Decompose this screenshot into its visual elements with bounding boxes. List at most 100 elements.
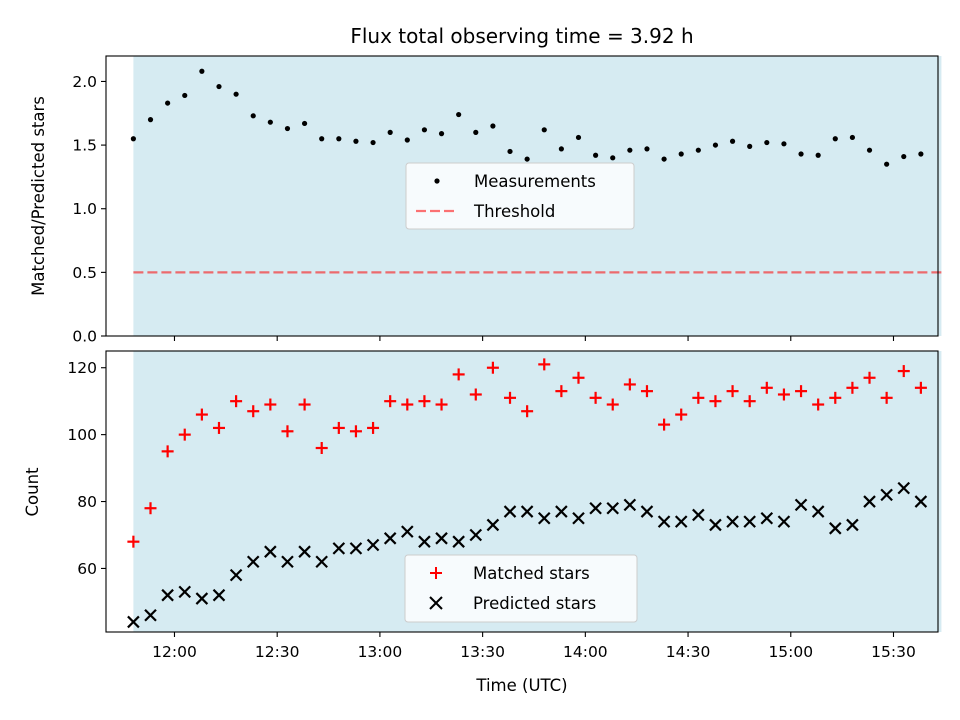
matched-star-point [846, 381, 859, 394]
predicted-star-point [674, 515, 688, 528]
measurement-point [729, 138, 736, 144]
predicted-x-stroke [674, 515, 688, 528]
matched-star-point [212, 421, 225, 434]
matched-star-point [469, 388, 482, 401]
measurement-point [558, 146, 564, 152]
matched-star-point [367, 421, 380, 434]
predicted-star-point [366, 538, 380, 552]
predicted-x-stroke [212, 588, 226, 602]
predicted-star-point [281, 555, 294, 569]
predicted-x-stroke [692, 508, 705, 522]
predicted-star-point [743, 515, 756, 528]
x-tick-label: 13:00 [358, 643, 403, 661]
top-frame [105, 55, 939, 337]
measurement-point [644, 146, 650, 152]
predicted-x-stroke [572, 511, 585, 525]
x-tick-label: 15:30 [871, 643, 916, 661]
matched-star-point [538, 358, 551, 371]
matched-star-point [812, 398, 825, 411]
matched-star-point [435, 398, 448, 411]
predicted-star-point [640, 505, 654, 518]
x-tick-label: 13:30 [460, 643, 505, 661]
predicted-x-stroke [760, 511, 774, 525]
x-axis-title: Time (UTC) [475, 676, 567, 695]
top-y-tick-label: 1.0 [72, 200, 97, 218]
predicted-star-point [332, 542, 346, 555]
matched-star-point [863, 371, 876, 384]
matched-star-point [127, 535, 140, 548]
predicted-star-point [606, 501, 620, 515]
predicted-star-point [195, 592, 209, 605]
bottom-legend-box [404, 554, 638, 623]
predicted-star-point [777, 515, 791, 528]
predicted-x-stroke [178, 585, 192, 599]
matched-star-point [504, 391, 517, 404]
predicted-x-stroke [298, 545, 311, 558]
measurement-point [507, 148, 513, 155]
measurement-point [798, 151, 804, 157]
predicted-x-stroke [537, 511, 551, 525]
predicted-star-point [349, 542, 363, 555]
predicted-x-stroke [144, 608, 157, 622]
measurement-point [593, 152, 599, 158]
predicted-x-stroke [555, 505, 568, 518]
top-y-axis: 0.0 0.5 1.0 1.5 2.0 [72, 73, 106, 346]
matched-star-point [709, 395, 722, 408]
measurement-point [901, 153, 907, 160]
top-y-tick-label: 2.0 [72, 73, 97, 91]
x-axis: 12:00 12:30 13:00 13:30 14:00 14:30 15:00 15:30 [152, 632, 916, 661]
top-y-axis-title: Matched/Predicted stars [29, 96, 48, 296]
matched-star-point [144, 502, 157, 515]
predicted-x-stroke [880, 488, 893, 502]
predicted-star-point [401, 525, 414, 538]
matched-star-point [281, 425, 294, 438]
measurement-point [233, 91, 239, 97]
predicted-star-point [692, 508, 705, 522]
predicted-x-stroke [743, 515, 756, 528]
bottom-y-tick-label: 80 [77, 493, 97, 511]
legend-predicted-label: Predicted stars [473, 594, 596, 613]
matched-star-point [418, 395, 431, 408]
matched-star-point [795, 385, 808, 398]
predicted-star-point [589, 501, 602, 515]
matched-star-point [264, 398, 277, 411]
matched-star-point [675, 408, 688, 421]
predicted-x-stroke [811, 505, 825, 518]
legend-threshold-label: Threshold [473, 202, 555, 221]
predicted-x-stroke [503, 505, 517, 518]
matched-star-point [760, 381, 773, 394]
predicted-star-point [520, 505, 534, 518]
matched-star-point [452, 368, 465, 381]
measurement-point [747, 143, 753, 149]
bottom-y-tick-label: 120 [67, 359, 97, 377]
predicted-x-stroke [486, 518, 500, 532]
predicted-star-point [846, 518, 859, 532]
matched-star-point [658, 418, 671, 431]
chart-title: Flux total observing time = 3.92 h [350, 24, 693, 48]
measurement-point [421, 127, 428, 133]
measurement-point [849, 134, 856, 141]
matched-star-point [195, 408, 208, 421]
matched-star-point [743, 395, 756, 408]
top-panel: 0.00.51.01.52.0 Matched/Predicted stars … [29, 55, 942, 346]
matched-star-point [589, 391, 602, 404]
predicted-star-point [298, 545, 311, 558]
predicted-x-stroke [349, 542, 363, 555]
measurement-point [712, 142, 719, 148]
measurement-point [541, 127, 547, 133]
predicted-star-point [914, 495, 928, 508]
matched-star-point [401, 398, 414, 411]
legend-matched-marker [430, 567, 442, 579]
matched-star-point [914, 381, 927, 394]
matched-star-point [486, 361, 499, 374]
top-x-tick-marks [173, 336, 895, 341]
predicted-x-stroke [469, 528, 483, 542]
top-legend-box [405, 162, 635, 230]
predicted-star-point [811, 505, 825, 518]
matched-star-point [332, 421, 345, 434]
top-y-tick-label: 0.0 [72, 328, 97, 346]
predicted-star-point [229, 568, 243, 582]
measurement-point [267, 119, 273, 125]
predicted-x-stroke [195, 592, 209, 605]
predicted-x-stroke [418, 535, 431, 548]
